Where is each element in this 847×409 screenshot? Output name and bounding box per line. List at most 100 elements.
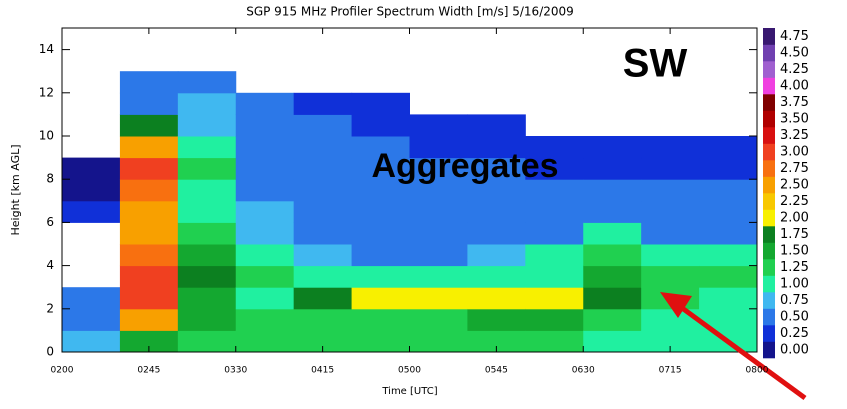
cell xyxy=(177,92,237,115)
colorbar-swatch xyxy=(763,242,775,260)
cell xyxy=(525,157,584,180)
colorbar-label: 3.00 xyxy=(780,144,809,159)
x-tick-label: 0330 xyxy=(224,366,247,376)
cell xyxy=(409,308,468,331)
cell xyxy=(351,136,410,159)
cell xyxy=(119,179,179,202)
cell xyxy=(62,200,121,223)
chart-title: SGP 915 MHz Profiler Spectrum Width [m/s… xyxy=(246,5,574,19)
cell xyxy=(293,287,353,310)
cell xyxy=(583,179,642,202)
x-tick-label: 0415 xyxy=(311,366,334,376)
colorbar-label: 2.00 xyxy=(780,210,809,225)
cell xyxy=(235,265,295,288)
cell xyxy=(119,157,179,180)
cell xyxy=(641,136,700,159)
cell xyxy=(583,244,642,267)
cell xyxy=(699,157,758,180)
cell xyxy=(119,92,179,115)
cell xyxy=(467,308,526,331)
cell xyxy=(583,200,642,223)
cell xyxy=(293,157,353,180)
cell xyxy=(409,200,468,223)
colorbar-swatch xyxy=(763,28,775,45)
cell xyxy=(409,244,468,267)
cell xyxy=(699,179,758,202)
cell xyxy=(293,308,353,331)
cell xyxy=(699,265,758,288)
colorbar-swatch xyxy=(763,308,775,326)
cell xyxy=(641,157,700,180)
cell xyxy=(351,222,410,245)
cell xyxy=(293,265,353,288)
arrow-head xyxy=(660,292,692,318)
cell xyxy=(293,179,353,202)
cell xyxy=(467,136,526,159)
cell xyxy=(293,244,353,267)
cell xyxy=(583,265,642,288)
cell xyxy=(525,308,584,331)
colorbar-swatch xyxy=(763,325,775,342)
cell xyxy=(235,308,295,331)
cell xyxy=(467,114,526,137)
cell xyxy=(409,136,468,159)
cell xyxy=(119,200,179,223)
cell xyxy=(409,179,468,202)
cell xyxy=(699,287,758,310)
cell xyxy=(177,200,237,223)
cell xyxy=(235,222,295,245)
colorbar-label: 2.75 xyxy=(780,161,809,176)
cell xyxy=(177,330,237,353)
colorbar-label: 1.50 xyxy=(780,243,809,258)
cell xyxy=(525,330,584,353)
colorbar-label: 0.25 xyxy=(780,326,809,341)
cell xyxy=(235,179,295,202)
cell xyxy=(177,179,237,202)
cell xyxy=(119,114,179,137)
colorbar-label: 0.50 xyxy=(780,309,809,324)
colorbar-swatch xyxy=(763,341,775,359)
cell xyxy=(409,287,468,310)
cell xyxy=(467,287,526,310)
cell xyxy=(409,157,468,180)
cell xyxy=(119,222,179,245)
y-axis-label: Height [km AGL] xyxy=(9,144,22,235)
cell xyxy=(525,244,584,267)
colorbar-label: 1.00 xyxy=(780,276,809,291)
colorbar-label: 3.25 xyxy=(780,128,809,143)
cell xyxy=(62,330,121,353)
cell xyxy=(525,287,584,310)
colorbar-label: 4.25 xyxy=(780,62,809,77)
cell xyxy=(583,136,642,159)
x-tick-label: 0245 xyxy=(137,366,160,376)
colorbar-label: 4.75 xyxy=(780,29,809,44)
data-field xyxy=(62,71,758,353)
cell xyxy=(235,92,295,115)
cell xyxy=(351,92,410,115)
x-axis-label: Time [UTC] xyxy=(381,386,437,397)
x-tick-label: 0545 xyxy=(485,366,508,376)
cell xyxy=(293,330,353,353)
cell xyxy=(467,244,526,267)
cell xyxy=(583,222,642,245)
cell xyxy=(62,179,121,202)
y-tick-label: 2 xyxy=(46,301,54,315)
cell xyxy=(293,114,353,137)
cell xyxy=(351,287,410,310)
cell xyxy=(62,308,121,331)
cell xyxy=(235,157,295,180)
cell xyxy=(351,179,410,202)
colorbar-label: 4.00 xyxy=(780,78,809,93)
cell xyxy=(641,308,700,331)
colorbar-label: 3.75 xyxy=(780,95,809,110)
cell xyxy=(583,330,642,353)
colorbar-swatch xyxy=(763,193,775,210)
colorbar-label: 1.25 xyxy=(780,260,809,275)
colorbar-swatch xyxy=(763,61,775,78)
cell xyxy=(641,330,700,353)
cell xyxy=(409,222,468,245)
cell xyxy=(641,179,700,202)
y-tick-label: 6 xyxy=(46,215,54,229)
cell xyxy=(235,287,295,310)
